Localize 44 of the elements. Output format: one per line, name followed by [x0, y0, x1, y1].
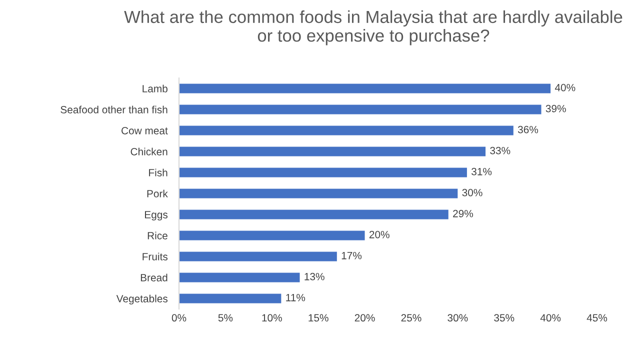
y-tick-label: Pork — [147, 190, 168, 198]
y-tick-label: Rice — [148, 232, 168, 240]
bar — [179, 272, 300, 282]
y-tick-label: Eggs — [145, 211, 168, 220]
bar — [179, 294, 282, 304]
bar — [179, 168, 467, 178]
bar — [179, 188, 458, 198]
data-label: 30% — [462, 188, 482, 196]
data-label: 20% — [369, 230, 390, 238]
data-label: 29% — [453, 210, 474, 218]
bar — [179, 84, 551, 94]
y-tick-label: Chicken — [130, 148, 168, 156]
x-tick-label: 20% — [354, 314, 375, 322]
data-label: 33% — [490, 146, 510, 154]
bar — [179, 252, 337, 262]
x-tick-label: 30% — [448, 314, 468, 322]
x-tick-label: 0% — [172, 314, 186, 322]
data-label: 36% — [518, 126, 538, 134]
y-tick-label: Fruits — [142, 252, 168, 260]
data-label: 13% — [304, 272, 324, 280]
y-tick-label: Seafood other than fish — [60, 106, 168, 114]
data-label: 31% — [472, 168, 492, 176]
x-tick-label: 40% — [540, 314, 561, 322]
bar — [179, 230, 365, 240]
bar — [179, 210, 448, 220]
data-label: 40% — [554, 84, 576, 92]
x-tick-label: 35% — [494, 314, 514, 322]
y-tick-label: Lamb — [142, 84, 168, 92]
bar — [179, 146, 486, 156]
bar — [179, 104, 542, 114]
x-tick-label: 25% — [401, 314, 422, 322]
y-tick-label: Cow meat — [122, 127, 168, 134]
y-tick-label: Fish — [149, 168, 168, 176]
chart-title: What are the common foods in Malaysia that are hardly available or too expensive to purchase? — [124, 10, 622, 46]
data-label: 39% — [546, 104, 566, 112]
data-label: 11% — [286, 294, 306, 302]
y-tick-label: Vegetables — [116, 294, 168, 304]
data-label: 17% — [342, 252, 362, 260]
x-tick-label: 10% — [262, 314, 282, 322]
bar — [179, 126, 514, 136]
y-tick-label: Bread — [140, 274, 168, 282]
x-tick-label: 5% — [218, 314, 233, 322]
x-tick-label: 15% — [308, 314, 328, 322]
x-tick-label: 45% — [586, 314, 608, 322]
